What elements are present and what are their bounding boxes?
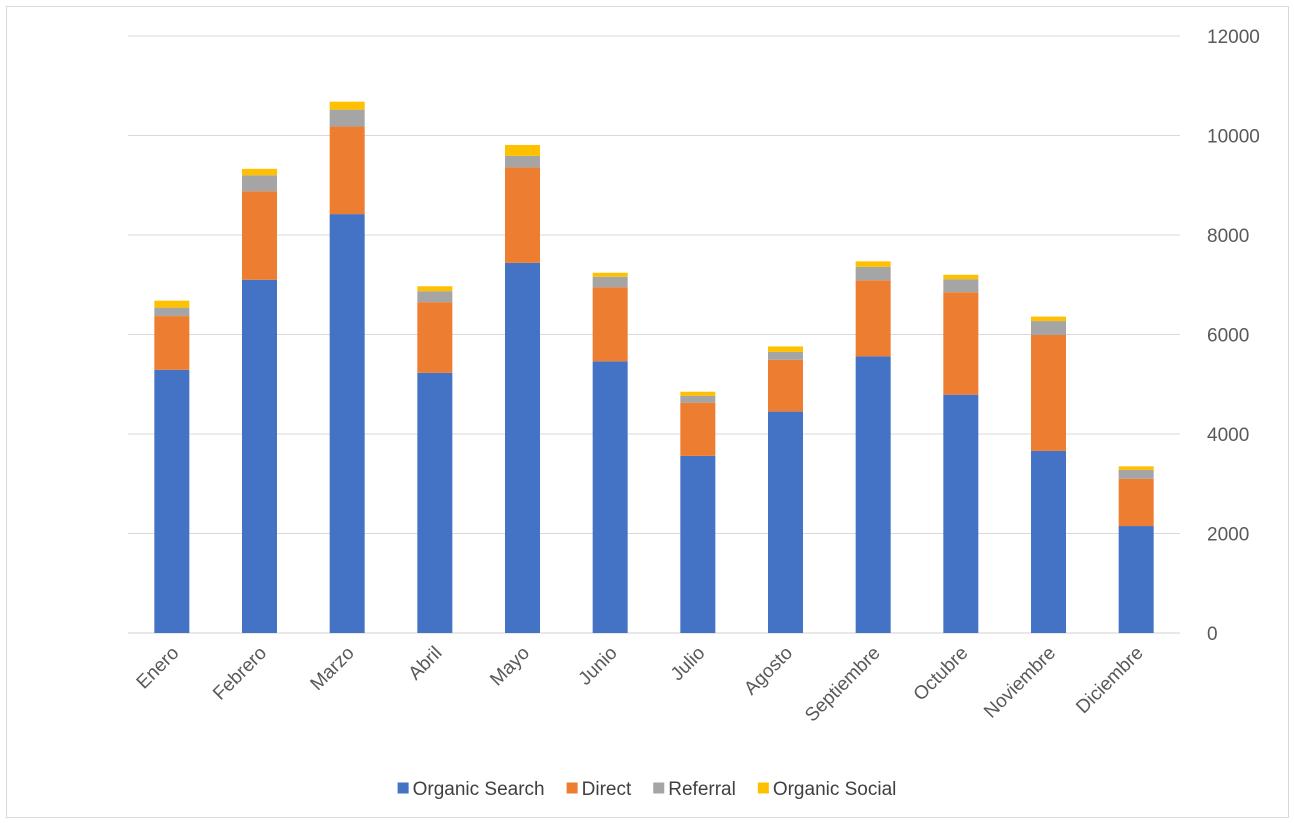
bar-junio-direct [592,287,628,362]
bar-junio-organic-social [592,272,628,277]
bar-abril-organic-social [417,286,453,292]
x-tick-label: Octubre [910,643,973,706]
bar-diciembre-organic-search [1118,526,1154,633]
bar-septiembre-organic-search [855,356,891,633]
bar-octubre-referral [943,279,979,293]
legend-swatch-organic-social [757,782,769,794]
bar-abril-organic-search [417,372,453,633]
legend-swatch-organic-search [397,782,409,794]
bar-julio-direct [680,402,716,456]
y-tick-label: 8000 [1207,226,1249,247]
bar-septiembre-organic-social [855,261,891,267]
bar-septiembre-direct [855,280,891,357]
x-tick-label: Noviembre [980,643,1060,723]
bar-febrero-referral [242,175,277,192]
bar-agosto-referral [768,351,803,360]
x-tick-label: Julio [667,643,709,685]
bar-marzo-referral [329,109,365,127]
bar-diciembre-organic-social [1118,466,1154,470]
bar-julio-organic-social [680,391,716,396]
bar-enero-organic-search [154,369,190,633]
bar-octubre-organic-social [943,274,979,280]
x-tick-label: Junio [575,643,622,690]
bar-febrero-organic-social [242,168,277,176]
bar-abril-direct [417,302,453,373]
bar-enero-direct [154,316,190,370]
legend-label: Organic Social [773,779,897,800]
bar-agosto-organic-search [768,411,803,633]
x-axis-tick-labels: Enero Febrero Marzo Abril Mayo Junio Julio Agos… [133,643,1148,727]
chart-area [6,6,1289,818]
bar-noviembre-organic-search [1031,450,1066,633]
bar-febrero-direct [242,191,277,280]
bar-junio-referral [592,276,628,288]
y-axis-tick-labels: 0 2000 4000 6000 8000 10000 12000 [1207,27,1260,645]
legend-swatch-direct [566,782,578,794]
y-tick-label: 12000 [1207,27,1260,48]
bar-marzo-direct [329,126,365,215]
bar-noviembre-direct [1031,334,1066,451]
gridlines [128,35,1180,634]
x-tick-label: Febrero [209,643,271,705]
legend: Organic Search Direct Referral Organic Soci… [397,779,897,800]
x-tick-label: Abril [405,643,447,685]
bar-octubre-organic-search [943,394,979,633]
bar-marzo-organic-search [329,214,365,634]
x-tick-label: Mayo [486,643,534,691]
x-tick-label: Agosto [740,643,797,700]
x-tick-label: Enero [133,643,184,694]
bar-mayo-organic-social [505,144,540,156]
legend-label: Direct [582,779,632,800]
y-tick-label: 4000 [1207,425,1249,446]
x-tick-label: Septiembre [801,643,885,727]
bar-julio-organic-search [680,455,716,633]
y-tick-label: 10000 [1207,127,1260,148]
bar-mayo-referral [505,155,540,168]
x-tick-label: Diciembre [1072,643,1147,718]
bar-septiembre-referral [855,266,891,281]
bar-julio-referral [680,395,716,403]
legend-label: Referral [668,779,736,800]
legend-label: Organic Search [413,779,545,800]
y-tick-label: 2000 [1207,525,1249,546]
bar-agosto-organic-social [768,346,803,352]
bar-mayo-organic-search [505,262,540,633]
bar-diciembre-direct [1118,478,1154,527]
bar-agosto-direct [768,359,803,412]
bar-noviembre-organic-social [1031,316,1066,322]
bar-febrero-organic-search [242,279,277,633]
bar-enero-referral [154,307,190,317]
y-tick-label: 6000 [1207,326,1249,347]
legend-swatch-referral [653,782,665,794]
bar-junio-organic-search [592,361,628,633]
bar-marzo-organic-social [329,101,365,110]
x-tick-label: Marzo [307,643,359,695]
bar-noviembre-referral [1031,321,1066,335]
bar-mayo-direct [505,167,540,263]
bar-octubre-direct [943,292,979,395]
bar-abril-referral [417,291,453,303]
bars [154,101,1154,634]
bar-diciembre-referral [1118,469,1154,479]
y-tick-label: 0 [1207,624,1218,645]
bar-enero-organic-social [154,300,190,308]
